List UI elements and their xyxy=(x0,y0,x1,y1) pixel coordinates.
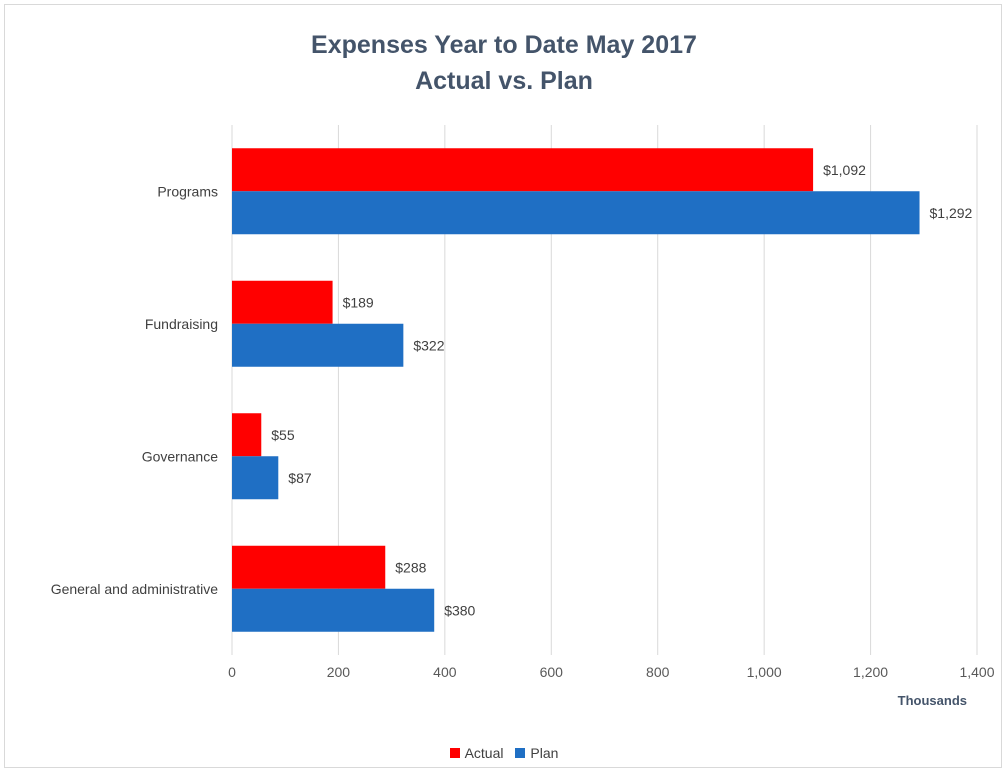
chart-subtitle: Actual vs. Plan xyxy=(415,67,593,95)
data-label-plan: $1,292 xyxy=(930,205,973,221)
category-label: General and administrative xyxy=(51,581,219,597)
bar-plan xyxy=(232,191,920,235)
data-label-plan: $322 xyxy=(413,337,444,353)
data-label-actual: $1,092 xyxy=(823,162,866,178)
data-labels: $1,092 $1,292 $189 $322 $55 $87 $288 $380 xyxy=(271,162,972,619)
bar-actual xyxy=(232,148,814,192)
chart-frame: Expenses Year to Date May 2017 Actual vs… xyxy=(4,4,1002,768)
data-label-plan: $87 xyxy=(288,470,312,486)
legend-label-plan: Plan xyxy=(530,745,559,761)
bar-actual xyxy=(232,545,386,589)
legend-item-actual: Actual xyxy=(449,745,504,761)
bar-plan xyxy=(232,588,435,632)
bar-plan xyxy=(232,456,279,500)
legend-swatch-plan xyxy=(515,748,526,758)
bars xyxy=(232,148,920,632)
chart-title-block: Expenses Year to Date May 2017 Actual vs… xyxy=(5,27,1003,99)
data-label-actual: $55 xyxy=(271,427,295,443)
x-tick-label: 0 xyxy=(228,664,236,680)
category-label: Programs xyxy=(157,183,218,199)
category-label: Governance xyxy=(142,448,218,464)
x-tick-label: 400 xyxy=(433,664,457,680)
category-label: Fundraising xyxy=(145,316,218,332)
data-label-actual: $288 xyxy=(395,559,426,575)
legend-label-actual: Actual xyxy=(464,745,504,761)
x-tick-label: 1,000 xyxy=(747,664,782,680)
bar-plan xyxy=(232,323,404,367)
x-tick-label: 1,200 xyxy=(853,664,888,680)
data-label-actual: $189 xyxy=(343,294,374,310)
category-labels: Programs Fundraising Governance General and… xyxy=(51,183,219,597)
bar-chart: $1,092 $1,292 $189 $322 $55 $87 $288 $380 0 200 4… xyxy=(51,125,995,708)
legend-item-plan: Plan xyxy=(515,745,558,761)
x-tick-label: 800 xyxy=(646,664,670,680)
chart-title: Expenses Year to Date May 2017 xyxy=(311,31,697,59)
x-tick-labels: 0 200 400 600 800 1,000 1,200 1,400 xyxy=(228,664,995,680)
legend-swatch-actual xyxy=(449,748,460,758)
x-tick-label: 200 xyxy=(327,664,351,680)
data-label-plan: $380 xyxy=(444,602,475,618)
bar-actual xyxy=(232,280,333,324)
x-axis-unit: Thousands xyxy=(898,693,967,708)
legend: Actual Plan xyxy=(5,745,1003,761)
bar-actual xyxy=(232,413,262,457)
x-tick-label: 600 xyxy=(540,664,564,680)
x-tick-label: 1,400 xyxy=(959,664,994,680)
